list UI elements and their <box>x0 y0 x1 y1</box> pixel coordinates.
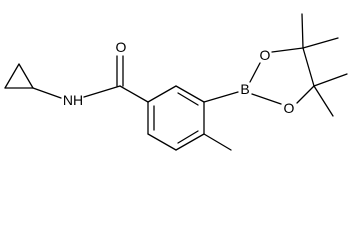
bond <box>147 85 177 103</box>
bond <box>32 87 62 99</box>
bond <box>301 13 304 49</box>
atom-label: O <box>116 39 127 55</box>
bond <box>175 85 205 103</box>
bond <box>177 130 199 144</box>
bond <box>203 133 232 151</box>
bonds <box>4 13 348 151</box>
bond <box>83 85 121 98</box>
bond <box>302 37 339 49</box>
bond <box>177 92 199 106</box>
bond <box>119 85 149 103</box>
bond <box>302 47 315 87</box>
atom-label: B <box>240 81 249 97</box>
bond <box>296 85 315 104</box>
bond <box>18 63 34 89</box>
bond <box>147 133 177 151</box>
molecule: O NH B O O <box>4 13 348 151</box>
bond <box>313 85 334 117</box>
bond <box>251 93 282 105</box>
bond <box>175 133 205 151</box>
atom-label: NH <box>63 92 83 108</box>
atom-label: O <box>284 100 295 116</box>
bond <box>4 63 20 89</box>
bond <box>271 47 304 53</box>
bond <box>249 62 261 83</box>
atom-label: O <box>260 47 271 63</box>
bond <box>313 73 348 87</box>
bond <box>203 91 239 103</box>
